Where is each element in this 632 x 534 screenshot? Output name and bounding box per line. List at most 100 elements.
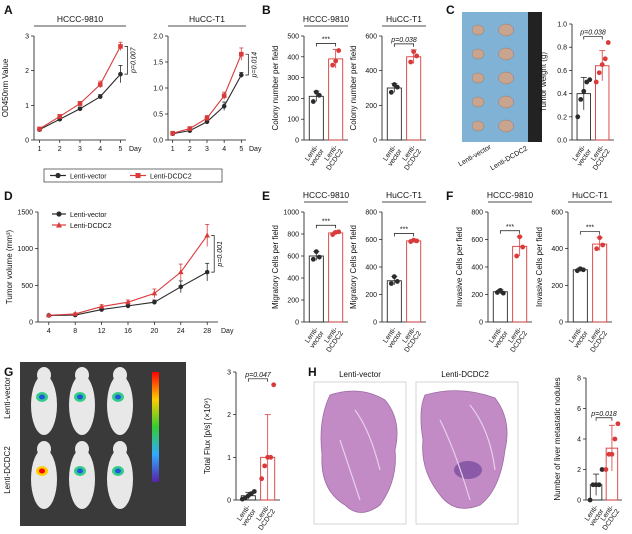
panel-letter-d: D [4,189,13,203]
y-tick-label-b1-0: 0 [295,138,299,145]
x-tick-label-d-2: 12 [98,328,106,335]
chart-title-e1: HCCC-9810 [303,190,350,200]
point-a1-0-3 [97,94,103,99]
y-tick-label-c-4: 0.8 [557,45,567,52]
x-tick-label-a2-2: 3 [205,146,209,153]
chart-e2: 0 200 400 600 800 Migratory Cells per field Hu… [349,190,426,354]
mouse-row-label-dcdc2: Lenti-DCDC2 [3,446,12,494]
bar-b2-0 [386,87,402,141]
sig-annotation-b1: *** [322,37,330,44]
signal-inner-0-2 [115,394,121,400]
chart-h: 0 2 4 6 8 Number of liver metastatic nodules L… [553,376,622,532]
flux-color-scale [152,372,159,482]
datapoint-h-0-3 [596,482,602,488]
chart-g: 0 1 2 3 Total Flux [p/s] (×10⁹) Lenti-vectorL… [203,370,280,532]
y-tick-label-e1-0: 0 [295,320,299,327]
x-tick-label-b1-1: Lenti-DCDC2 [320,144,346,172]
series-line-a2-0 [172,74,242,135]
datapoint-f2-1-2 [600,242,606,248]
x-tick-label-d-6: 28 [203,328,211,335]
y-tick-label-f1-3: 600 [471,237,483,244]
mouse-head-1-1 [75,441,89,457]
mouse-head-1-0 [37,441,51,457]
datapoint-e2-1-2 [414,238,420,244]
x-tick-label-a2-1: 2 [188,146,192,153]
x-tick-label-c-1: Lenti-DCDC2 [586,144,612,172]
legend-d: Lenti-vector Lenti-DCDC2 [52,211,112,230]
datapoint-b1-1-0 [330,62,336,68]
bar-e1-0 [308,255,324,323]
y-tick-label-h-4: 8 [577,376,581,383]
x-tick-label-c-0: Lenti-vector [571,144,594,168]
datapoint-h-0-4 [599,467,605,472]
x-tick-label-f1-0: Lenti-vector [487,326,510,350]
point-a2-1-3 [221,93,227,99]
y-tick-label-f1-2: 400 [471,265,483,272]
tumor-3-1 [498,95,514,109]
histology-label-vector: Lenti-vector [339,370,381,379]
panel-letter-g: G [4,365,13,379]
point-a1-1-0 [37,126,42,132]
y-tick-label-f1-1: 200 [471,292,483,299]
tumor-3-0 [471,96,485,108]
y-tick-label-a1-0: 0 [25,138,29,145]
datapoint-c-1-2 [599,62,605,67]
sig-bracket-b1 [315,43,337,47]
point-a2-1-1 [187,126,193,131]
point-a1-1-3 [97,82,103,87]
point-a2-1-2 [204,115,210,121]
chart-f2: 0 200 400 600 Invasive Cells per field HuCC-T… [535,190,612,354]
datapoint-e1-0-0 [310,256,316,262]
y-tick-label-e2-3: 600 [365,237,377,244]
sig-annotation-g: p=0.047 [244,372,272,379]
bar-b2-1 [406,56,422,141]
panel-letter-h: H [308,365,317,379]
point-a2-1-0 [170,130,175,136]
chart-title-f1: HCCC-9810 [487,190,534,200]
x-tick-label-d-3: 16 [124,328,132,335]
sig-bracket-e1 [315,224,337,229]
point-d-1-4 [151,290,158,296]
mouse-row-label-vector: Lenti-vector [3,377,12,419]
datapoint-c-1-1 [596,70,602,76]
datapoint-g-1-4 [271,382,277,388]
datapoint-h-1-2 [609,451,615,457]
datapoint-f1-1-1 [517,234,523,240]
datapoint-f1-1-0 [514,253,520,259]
x-tick-label-d-4: 20 [151,328,159,335]
bioluminescence-image: Lenti-vector Lenti-DCDC2 [3,362,186,526]
x-axis-label-a2: Day [249,146,262,153]
datapoint-c-0-4 [587,77,593,83]
mouse-head-1-2 [113,441,127,457]
datapoint-b2-1-0 [408,59,414,65]
y-tick-label-e2-0: 0 [373,320,377,327]
liver-histology: Lenti-vector Lenti-DCDC2 [313,370,519,525]
point-d-1-2 [98,303,105,309]
point-a2-1-4 [239,51,244,57]
y-tick-label-d-2: 1000 [17,246,33,253]
y-axis-label-a1: OD450nm Value [1,58,10,117]
y-tick-label-a2-4: 2.0 [153,34,163,41]
y-tick-label-f2-3: 600 [551,210,563,217]
y-tick-label-a2-1: 0.5 [153,112,163,119]
datapoint-g-1-0 [259,476,265,482]
y-tick-label-b2-1: 200 [365,103,377,110]
mouse-head-0-2 [113,367,127,383]
series-line-d-0 [48,271,208,316]
panel-letter-c: C [446,3,455,17]
point-a2-0-4 [239,72,244,78]
y-axis-label-f2: Invasive Cells per field [535,227,544,307]
sig-annotation-a2: p=0.014 [251,52,258,79]
sig-bracket-h [595,417,613,421]
chart-b2: 0 200 400 600 Colony number per field HuCC-T1… [349,14,426,172]
tumor-0-0 [471,24,485,36]
y-tick-label-h-3: 6 [577,406,581,413]
x-tick-label-d-1: 8 [73,328,77,335]
panel-letter-f: F [446,189,453,203]
x-tick-label-f2-1: Lenti-DCDC2 [584,326,610,354]
y-tick-label-h-0: 0 [577,498,581,505]
sig-annotation-b2: p=0.038 [390,37,417,44]
sig-bracket-a1 [124,46,128,75]
sig-bracket-g [247,378,269,382]
